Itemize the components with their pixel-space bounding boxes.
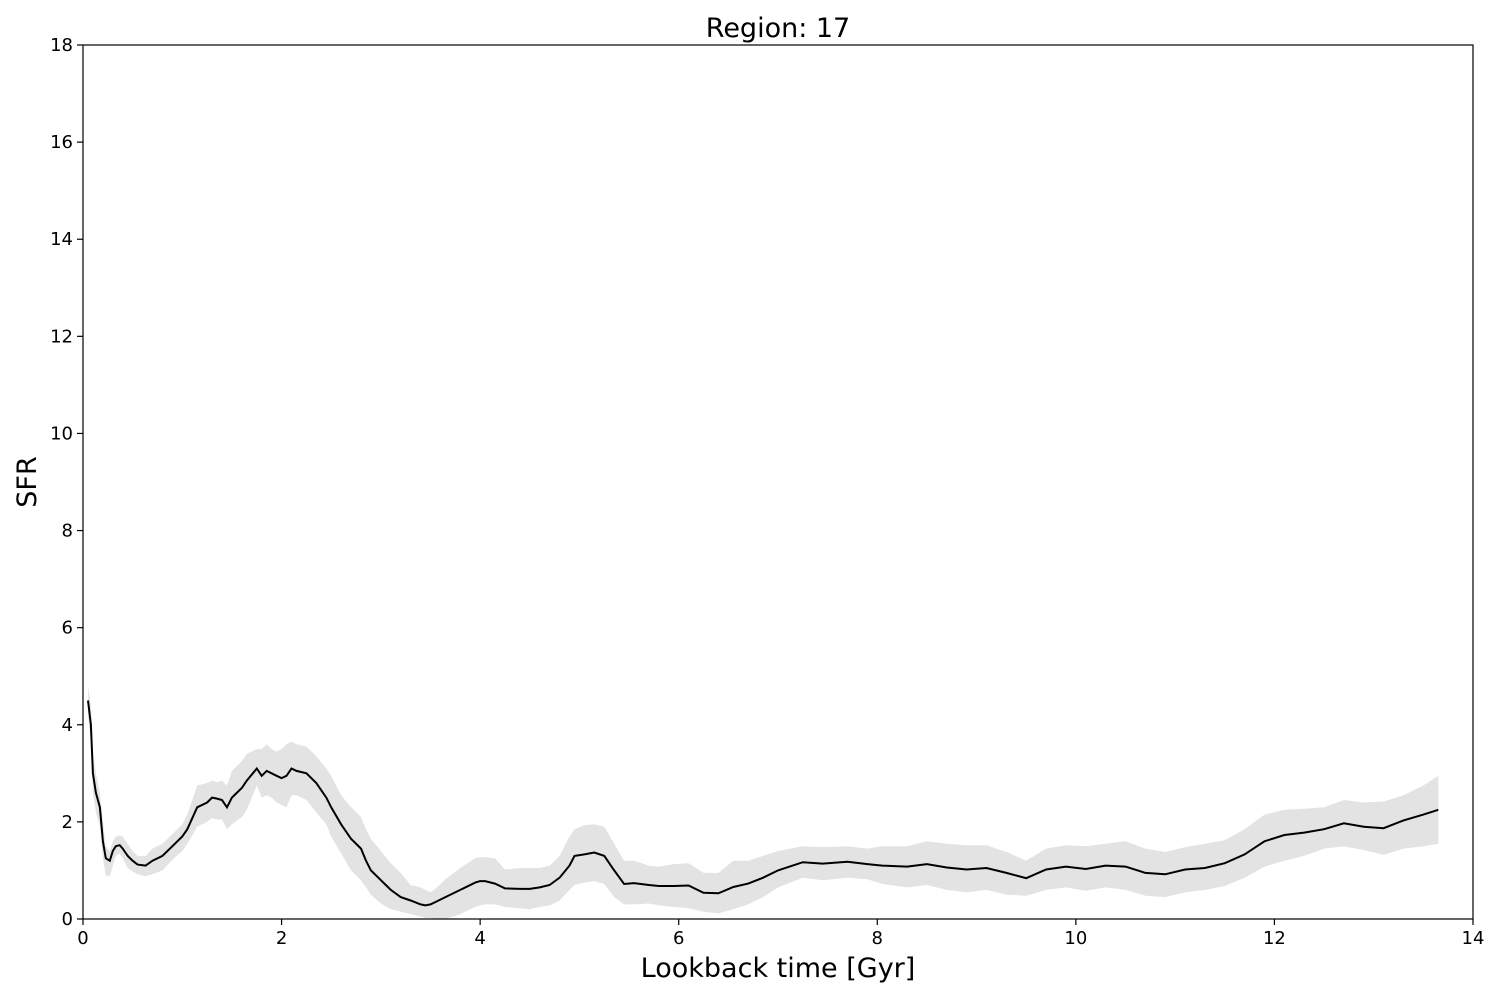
y-tick-label: 14 — [50, 229, 73, 250]
y-axis-label: SFR — [12, 456, 43, 507]
y-tick-label: 16 — [50, 132, 73, 153]
y-tick-label: 10 — [50, 423, 73, 444]
y-tick-label: 4 — [62, 715, 73, 736]
y-tick-label: 0 — [62, 909, 73, 930]
y-tick-label: 6 — [62, 618, 73, 639]
x-tick-label: 10 — [1064, 928, 1087, 949]
y-tick-label: 18 — [50, 35, 73, 56]
uncertainty-band — [88, 685, 1439, 919]
x-tick-label: 2 — [276, 928, 287, 949]
x-axis: 0 2 4 6 8 10 12 14 — [77, 919, 1484, 949]
y-tick-label: 12 — [50, 326, 73, 347]
x-tick-label: 0 — [77, 928, 88, 949]
x-tick-label: 6 — [673, 928, 684, 949]
sfr-line — [87, 700, 1439, 907]
y-axis: 0 2 4 6 8 10 12 14 16 18 — [50, 35, 83, 930]
x-tick-label: 4 — [474, 928, 485, 949]
y-tick-label: 8 — [62, 521, 73, 542]
plot-frame — [82, 44, 1474, 920]
y-tick-label: 2 — [62, 812, 73, 833]
chart-title: Region: 17 — [706, 13, 850, 44]
x-axis-label: Lookback time [Gyr] — [641, 953, 916, 984]
x-tick-label: 12 — [1263, 928, 1286, 949]
x-tick-label: 8 — [872, 928, 883, 949]
x-tick-label: 14 — [1462, 928, 1485, 949]
